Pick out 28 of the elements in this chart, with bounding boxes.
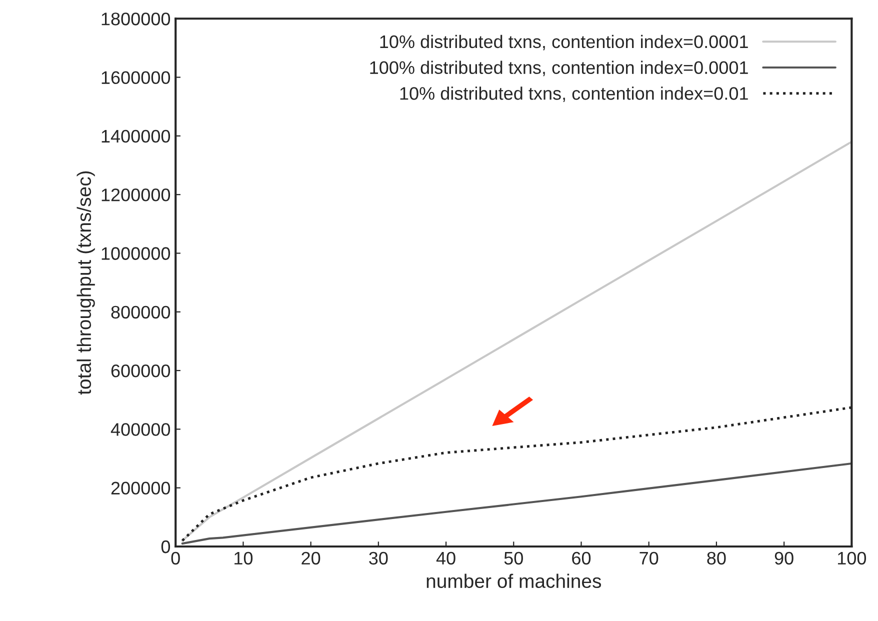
y-tick-label: 1400000 [102, 130, 170, 143]
y-tick-label: 1200000 [102, 188, 170, 202]
y-tick-label: 1000000 [102, 247, 170, 260]
y-tick-label: 200000 [111, 482, 170, 495]
x-tick-label: 0 [171, 552, 180, 565]
legend-label: 100% distributed txns, contention index=0.0001 [370, 60, 748, 76]
x-tick-label: 10 [234, 552, 253, 565]
x-tick-label: 70 [640, 552, 658, 565]
x-tick-label: 60 [572, 552, 591, 565]
line-series [181, 462, 852, 545]
x-tick-label: 90 [774, 552, 794, 565]
y-tick-label: 400000 [110, 423, 170, 436]
x-tick-label: 30 [369, 552, 388, 565]
x-tick-label: 50 [504, 552, 523, 565]
x-tick-label: 80 [707, 552, 726, 565]
x-tick-label: 100 [838, 552, 866, 565]
y-tick-label: 1600000 [102, 71, 170, 84]
line-series [181, 140, 852, 542]
legend-label: 10% distributed txns, contention index=0.01 [400, 86, 748, 102]
y-tick-label: 800000 [111, 306, 170, 319]
y-tick-label: 600000 [111, 364, 170, 378]
x-tick-label: 20 [302, 552, 320, 565]
x-tick-label: 40 [436, 552, 456, 565]
y-axis-title: total throughput (txns/sec) [76, 171, 95, 395]
x-axis-title: number of machines [426, 574, 602, 588]
y-tick-label: 0 [161, 540, 170, 554]
legend-label: 10% distributed txns, contention index=0.0001 [380, 34, 748, 50]
y-tick-label: 1800000 [102, 12, 170, 26]
